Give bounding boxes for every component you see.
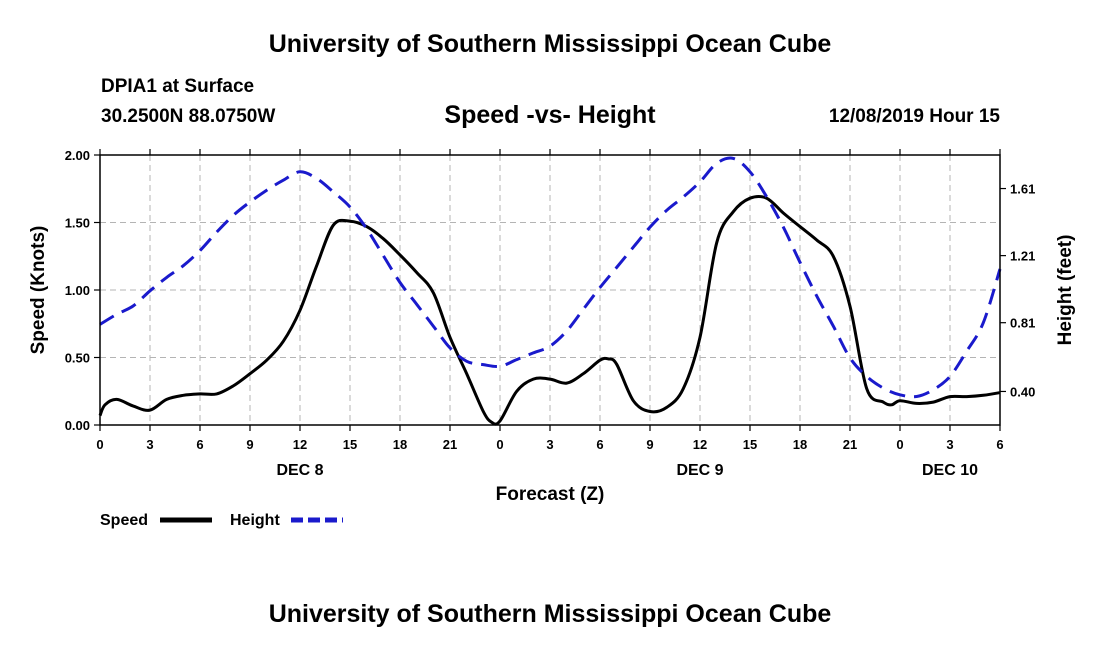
legend-label-height: Height bbox=[230, 512, 280, 529]
bottom-title: University of Southern Mississippi Ocean… bbox=[268, 600, 832, 628]
axes: 0 3 6 9 12 15 18 21 0 3 6 9 12 15 18 21 0 3 6 0.00 0.50 1.00 1… bbox=[28, 148, 1076, 505]
x-axis-title: Forecast (Z) bbox=[496, 484, 605, 505]
plot-title: Speed -vs- Height bbox=[444, 101, 656, 129]
x-tick-label: 0 bbox=[96, 437, 103, 452]
speed-series-line bbox=[98, 194, 1001, 426]
x-tick-label: 9 bbox=[646, 437, 653, 452]
x-tick-label: 21 bbox=[843, 437, 857, 452]
legend-label-speed: Speed bbox=[100, 512, 148, 529]
y-right-tick-label: 0.81 bbox=[1010, 316, 1035, 331]
y-left-tick-label: 2.00 bbox=[65, 148, 90, 163]
y-right-tick-label: 1.61 bbox=[1010, 182, 1035, 197]
y-right-tick-label: 1.21 bbox=[1010, 249, 1035, 264]
x-tick-label: 18 bbox=[393, 437, 407, 452]
y-left-tick-label: 0.50 bbox=[65, 351, 90, 366]
station-label: DPIA1 at Surface bbox=[101, 76, 255, 97]
day-label: DEC 9 bbox=[676, 462, 723, 479]
x-tick-label: 3 bbox=[946, 437, 953, 452]
x-tick-label: 18 bbox=[793, 437, 807, 452]
x-tick-label: 21 bbox=[443, 437, 457, 452]
y-left-tick-label: 1.50 bbox=[65, 216, 90, 231]
x-tick-label: 6 bbox=[596, 437, 603, 452]
x-tick-label: 9 bbox=[246, 437, 253, 452]
y-left-tick-label: 0.00 bbox=[65, 418, 90, 433]
x-tick-label: 15 bbox=[743, 437, 757, 452]
y-right-axis-title: Height (feet) bbox=[1055, 235, 1076, 346]
x-tick-label: 0 bbox=[896, 437, 903, 452]
x-tick-label: 12 bbox=[293, 437, 307, 452]
x-tick-label: 12 bbox=[693, 437, 707, 452]
coordinates-label: 30.2500N 88.0750W bbox=[101, 106, 276, 127]
x-tick-label: 0 bbox=[496, 437, 503, 452]
x-tick-label: 3 bbox=[546, 437, 553, 452]
x-tick-label: 3 bbox=[146, 437, 153, 452]
x-tick-label: 15 bbox=[343, 437, 357, 452]
series-lines bbox=[98, 156, 1002, 426]
x-tick-label: 6 bbox=[996, 437, 1003, 452]
y-right-tick-label: 0.40 bbox=[1010, 384, 1035, 399]
legend: Speed Height bbox=[100, 512, 343, 529]
top-title: University of Southern Mississippi Ocean… bbox=[268, 30, 832, 58]
datetime-label: 12/08/2019 Hour 15 bbox=[828, 106, 1000, 127]
grid bbox=[100, 155, 1000, 425]
y-left-tick-label: 1.00 bbox=[65, 283, 90, 298]
x-tick-label: 6 bbox=[196, 437, 203, 452]
y-left-axis-title: Speed (Knots) bbox=[28, 226, 49, 355]
day-label: DEC 8 bbox=[276, 462, 323, 479]
day-label: DEC 10 bbox=[922, 462, 978, 479]
